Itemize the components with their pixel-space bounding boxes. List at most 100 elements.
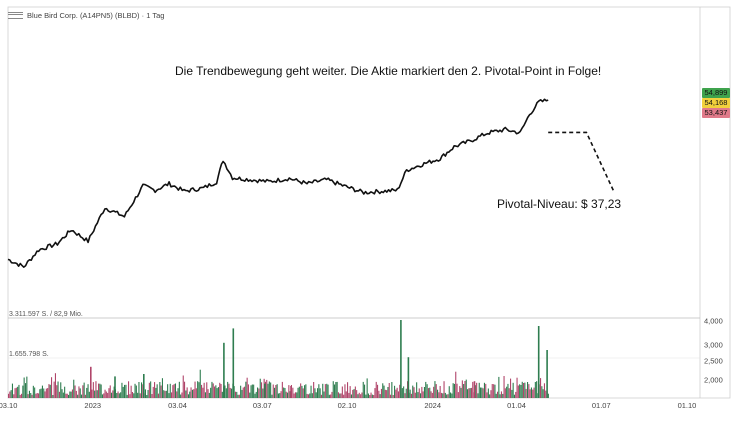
volume-bar (144, 389, 146, 398)
volume-bar (45, 388, 47, 398)
volume-bar (137, 392, 139, 398)
volume-bar (10, 390, 12, 398)
volume-bar (375, 381, 377, 398)
volume-bar (39, 389, 41, 398)
volume-bar (150, 381, 152, 398)
volume-bar (356, 390, 358, 398)
volume-bar (407, 381, 409, 398)
volume-bar (276, 384, 278, 398)
volume-bar (118, 393, 120, 398)
volume-bar (529, 389, 531, 398)
volume-bar (229, 387, 231, 398)
volume-bar (335, 382, 337, 398)
volume-bar (78, 386, 80, 398)
volume-bar (186, 387, 188, 398)
volume-spike-bar (546, 350, 548, 398)
volume-bar (57, 381, 59, 398)
volume-bar (189, 391, 191, 398)
volume-bar (455, 371, 457, 398)
volume-bar (82, 385, 84, 398)
volume-bar (95, 381, 97, 398)
volume-bar (533, 387, 535, 398)
volume-bar (490, 390, 492, 398)
volume-bar (370, 392, 372, 398)
volume-bar (171, 392, 173, 398)
volume-bar (508, 388, 510, 398)
volume-spike-bar (264, 383, 266, 398)
x-tick-label: 01.10 (678, 401, 697, 410)
volume-bar (369, 395, 371, 398)
price-label-last: 54,168 (702, 98, 730, 108)
volume-bar (54, 373, 56, 398)
volume-bar (435, 384, 437, 398)
volume-bar (146, 395, 148, 398)
volume-spike-bar (473, 381, 476, 398)
volume-bar (56, 385, 58, 398)
volume-bar (361, 392, 363, 398)
volume-bar (519, 384, 521, 398)
volume-bar (306, 393, 308, 398)
volume-bar (405, 388, 407, 398)
volume-bar (443, 381, 445, 398)
volume-bar (384, 389, 386, 398)
volume-bar (88, 391, 90, 398)
menu-icon[interactable] (8, 12, 23, 19)
volume-bar (317, 388, 319, 398)
volume-bar (499, 394, 501, 398)
volume-bar (420, 393, 422, 398)
volume-bar (165, 390, 167, 398)
volume-bar (203, 382, 205, 398)
volume-bar (422, 391, 424, 398)
volume-bar (525, 388, 527, 398)
volume-bar (414, 392, 416, 398)
volume-bar (309, 393, 311, 398)
volume-bar (242, 387, 244, 398)
volume-bar (155, 387, 157, 398)
volume-bar (390, 394, 392, 398)
volume-bar (107, 392, 109, 398)
volume-bar (94, 390, 96, 398)
volume-bar (266, 379, 268, 398)
volume-bar (36, 393, 38, 398)
volume-bar (212, 383, 214, 398)
x-tick-label: 2024 (424, 401, 441, 410)
volume-bar (388, 383, 390, 398)
volume-bar (486, 392, 488, 398)
volume-bar (228, 383, 230, 398)
volume-bar (233, 386, 235, 398)
volume-spike-bar (90, 366, 92, 398)
volume-bar (174, 383, 176, 398)
axes: 150,000125,000100,00087,50075,00060,0005… (0, 317, 723, 411)
volume-bar (503, 376, 505, 398)
volume-bar (225, 388, 227, 398)
volume-bar (126, 394, 128, 398)
pivot-annotation: Pivotal-Niveau: $ 37,23 (497, 197, 622, 211)
volume-bar (191, 389, 193, 398)
volume-bar (86, 387, 88, 398)
volume-bar (246, 377, 248, 398)
volume-bar (447, 394, 449, 398)
volume-bar (285, 391, 287, 398)
volume-bar (341, 386, 343, 398)
volume-bar (227, 381, 229, 398)
volume-bar (334, 384, 336, 398)
volume-y-tick-label: 4,000 (704, 317, 723, 326)
volume-bar (87, 384, 89, 398)
volume-bar (524, 382, 526, 398)
volume-bar (323, 391, 325, 398)
volume-bar (418, 388, 420, 398)
volume-bar (354, 386, 356, 398)
volume-bar (91, 389, 93, 398)
volume-bar (528, 384, 530, 398)
volume-bar (81, 394, 83, 398)
volume-bar (527, 382, 529, 398)
volume-bar (131, 392, 133, 398)
volume-bar (410, 393, 412, 398)
volume-bar (357, 394, 359, 398)
volume-bar (75, 390, 77, 398)
volume-bar (105, 391, 107, 398)
volume-bar (457, 392, 459, 398)
volume-bar (379, 394, 381, 398)
volume-bar (409, 389, 411, 398)
